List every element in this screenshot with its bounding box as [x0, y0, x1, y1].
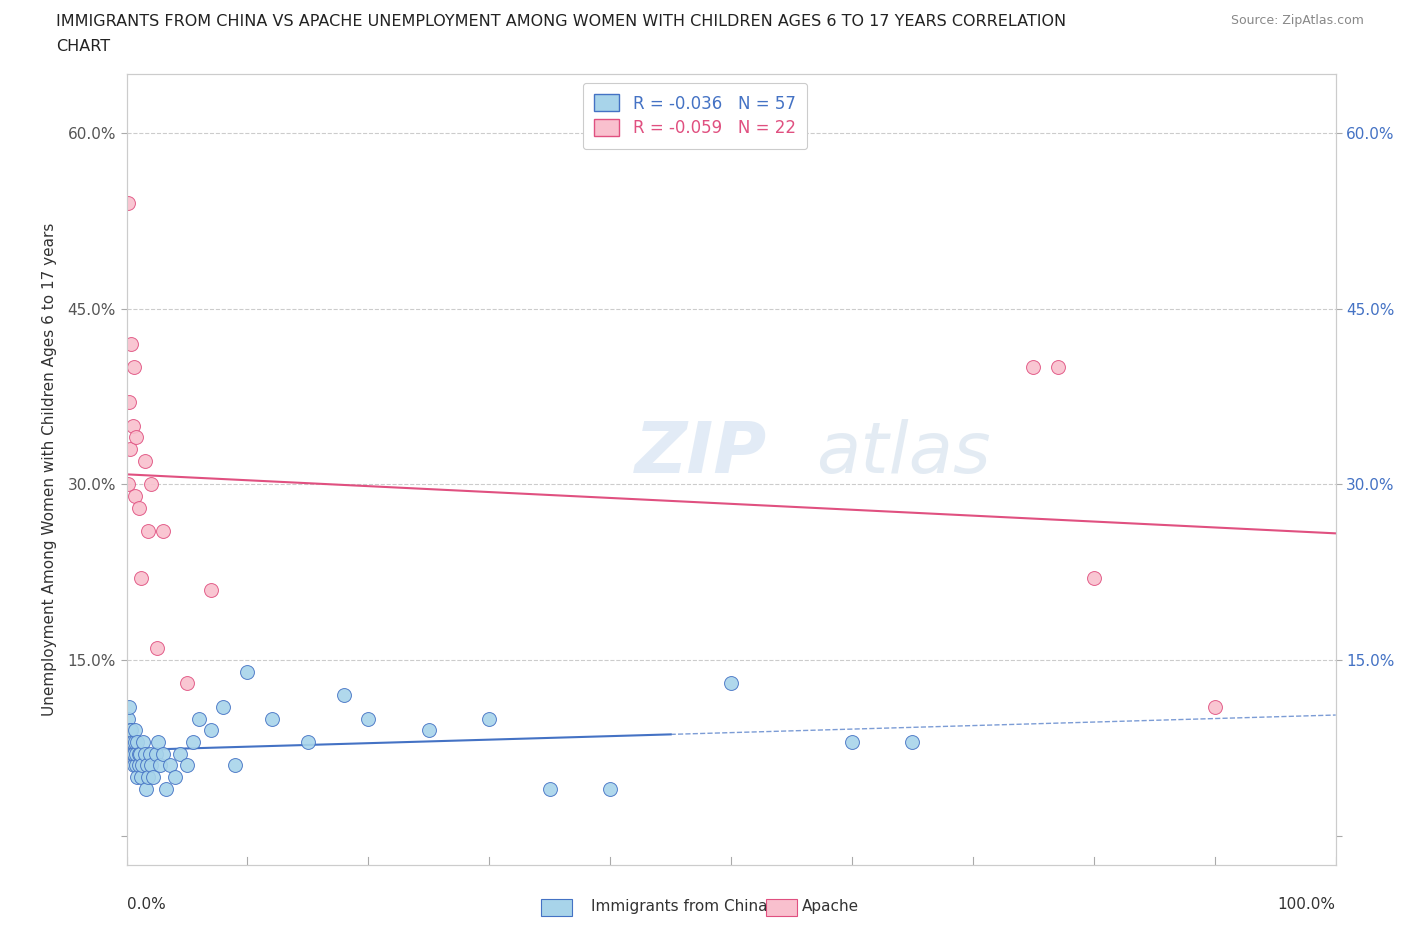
Point [121, 735, 143, 750]
Point [122, 360, 145, 375]
Point [357, 711, 380, 726]
Point [127, 770, 149, 785]
Point [418, 723, 440, 737]
Point [224, 758, 246, 773]
Point [124, 723, 146, 737]
Point [125, 758, 148, 773]
Point [120, 723, 142, 737]
Point [1204, 699, 1226, 714]
Point [127, 735, 149, 750]
Legend: R = -0.036   N = 57, R = -0.059   N = 22: R = -0.036 N = 57, R = -0.059 N = 22 [582, 83, 807, 149]
Point [122, 746, 145, 761]
Point [720, 676, 742, 691]
Point [297, 735, 319, 750]
Point [118, 395, 141, 410]
Point [120, 746, 142, 761]
Point [333, 687, 356, 702]
Text: atlas: atlas [815, 419, 990, 488]
Point [1083, 570, 1105, 585]
Point [181, 735, 204, 750]
Point [128, 758, 150, 773]
Point [128, 746, 150, 761]
Text: Apache: Apache [801, 899, 859, 914]
Point [152, 524, 174, 538]
Point [121, 746, 143, 761]
Point [120, 723, 142, 737]
Point [117, 711, 139, 726]
Text: ZIP: ZIP [634, 419, 766, 488]
Point [122, 758, 145, 773]
Point [599, 781, 621, 796]
Point [159, 758, 181, 773]
Point [125, 746, 148, 761]
Point [236, 664, 259, 679]
Point [134, 746, 156, 761]
Text: Immigrants from China: Immigrants from China [591, 899, 768, 914]
Point [163, 770, 186, 785]
Point [118, 699, 141, 714]
Point [142, 770, 165, 785]
Point [124, 735, 146, 750]
Point [120, 442, 142, 457]
Point [128, 500, 150, 515]
Point [129, 770, 152, 785]
Point [1022, 360, 1045, 375]
Point [136, 770, 159, 785]
Point [117, 735, 139, 750]
Point [120, 735, 142, 750]
Point [117, 477, 139, 492]
Point [131, 758, 153, 773]
Text: CHART: CHART [56, 39, 110, 54]
Point [155, 781, 177, 796]
Point [176, 676, 198, 691]
Point [120, 337, 142, 352]
Point [117, 196, 139, 211]
Point [841, 735, 863, 750]
Point [200, 723, 222, 737]
Point [118, 735, 141, 750]
Point [152, 746, 174, 761]
Point [135, 781, 157, 796]
Point [145, 746, 167, 761]
Point [132, 735, 155, 750]
Point [138, 746, 160, 761]
Point [176, 758, 198, 773]
Point [124, 488, 146, 503]
Point [212, 699, 235, 714]
Point [136, 524, 159, 538]
Point [125, 430, 148, 445]
Point [538, 781, 561, 796]
Point [121, 418, 143, 433]
Point [129, 570, 152, 585]
Text: IMMIGRANTS FROM CHINA VS APACHE UNEMPLOYMENT AMONG WOMEN WITH CHILDREN AGES 6 TO: IMMIGRANTS FROM CHINA VS APACHE UNEMPLOY… [56, 14, 1066, 29]
Point [149, 758, 172, 773]
Point [139, 758, 162, 773]
Point [134, 454, 156, 469]
Point [260, 711, 283, 726]
Point [139, 477, 162, 492]
Point [169, 746, 191, 761]
Point [1046, 360, 1069, 375]
Point [188, 711, 211, 726]
Point [146, 641, 169, 656]
Point [128, 746, 150, 761]
Point [200, 582, 222, 597]
Text: Source: ZipAtlas.com: Source: ZipAtlas.com [1230, 14, 1364, 27]
Text: 100.0%: 100.0% [1278, 897, 1336, 911]
Y-axis label: Unemployment Among Women with Children Ages 6 to 17 years: Unemployment Among Women with Children A… [42, 223, 56, 716]
Point [146, 735, 169, 750]
Point [136, 758, 159, 773]
Text: 0.0%: 0.0% [127, 897, 166, 911]
Point [478, 711, 501, 726]
Point [901, 735, 924, 750]
